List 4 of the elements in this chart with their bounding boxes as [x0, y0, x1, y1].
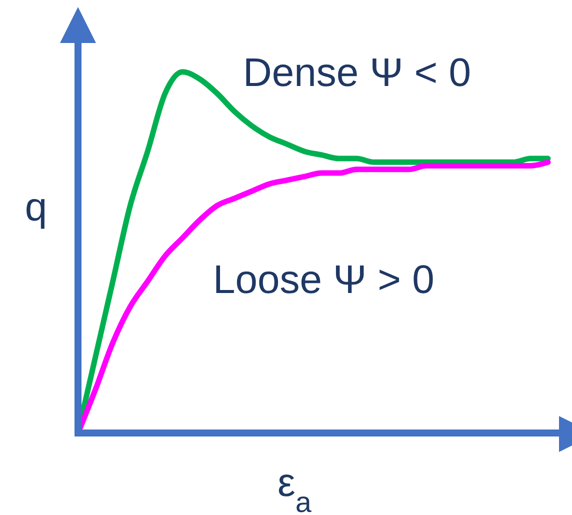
y-axis-title: q: [24, 185, 48, 230]
series-label: Dense Ψ < 0: [243, 51, 471, 95]
x-axis-title: ε$_{a}$: [278, 461, 312, 515]
series-label: Loose Ψ > 0: [213, 258, 434, 302]
